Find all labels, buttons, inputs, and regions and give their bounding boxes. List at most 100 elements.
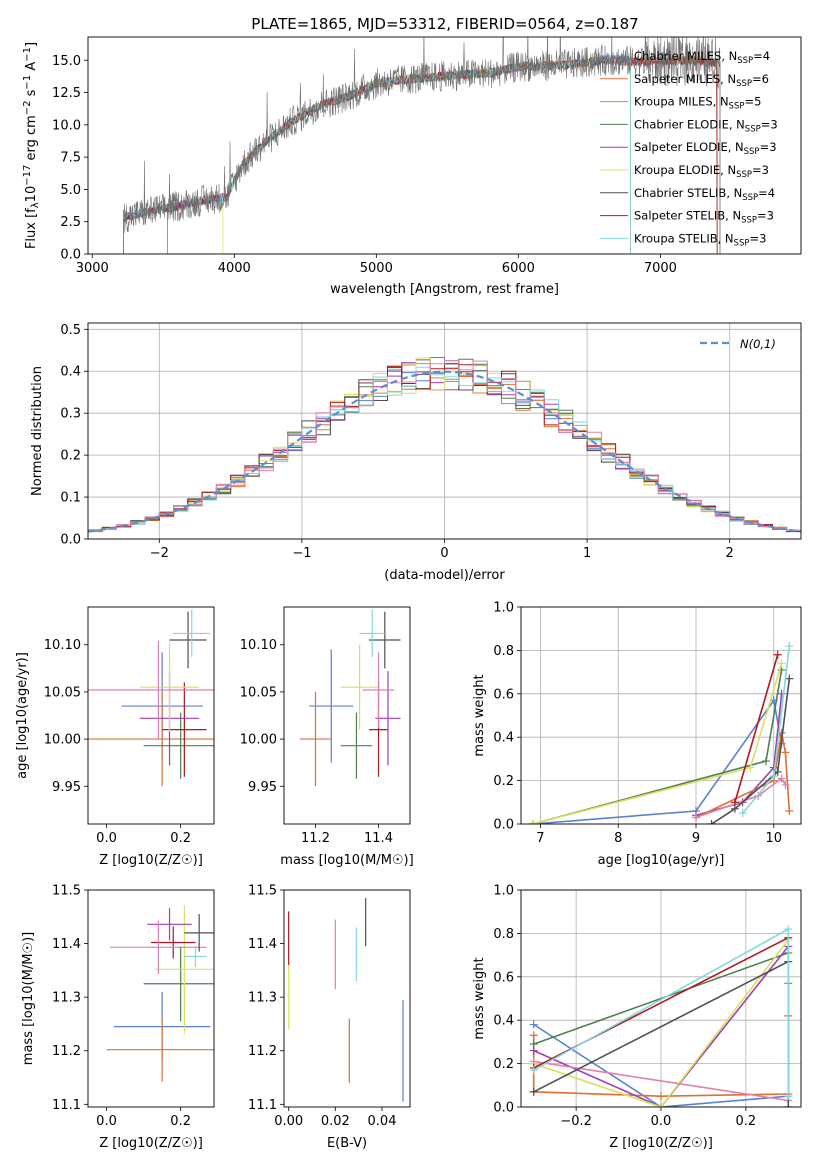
x-tick-label: 0.2 [736, 1114, 757, 1129]
axes-frame [87, 36, 802, 255]
y-tick-label: 10.10 [44, 638, 81, 653]
legend-count: =4 [753, 49, 770, 63]
y-axis-label-part: −1 [22, 47, 33, 62]
x-tick-label: 6000 [502, 261, 535, 276]
x-tick-label: 10 [766, 831, 783, 846]
observed-spectrum-line [123, 37, 721, 254]
x-tick-label: 11.2 [301, 831, 330, 846]
mass-weight-marker [529, 1066, 538, 1075]
y-tick-label: 10.05 [44, 685, 81, 700]
legend-subscript: SSP [742, 193, 758, 203]
residual-histogram [88, 360, 801, 531]
x-tick-label: −1 [292, 546, 311, 561]
y-tick-label: 0.5 [60, 323, 81, 338]
x-tick-label: 0.2 [170, 1114, 191, 1129]
x-tick-label: −2 [150, 546, 169, 561]
y-tick-label: 11.1 [248, 1098, 277, 1113]
mass-weight-marker [784, 1092, 793, 1101]
x-tick-label: 8 [614, 831, 622, 846]
legend-subscript: SSP [737, 56, 753, 66]
legend-subscript: SSP [729, 102, 745, 112]
x-axis-label: wavelength [Angstrom, rest frame] [330, 282, 559, 297]
figure-title: PLATE=1865, MJD=53312, FIBERID=0564, z=0… [251, 15, 638, 33]
legend-entry: Chabrier ELODIE, NSSP=3 [634, 117, 778, 134]
y-tick-label: 11.4 [248, 937, 277, 952]
x-axis-label: age [log10(age/yr)] [598, 853, 725, 868]
legend-entry: Salpeter ELODIE, NSSP=3 [634, 140, 777, 157]
mass-weight-marker [746, 763, 755, 772]
y-tick-label: 11.3 [248, 991, 277, 1006]
y-tick-label: 0.4 [493, 731, 514, 746]
x-tick-label: 2 [726, 546, 734, 561]
mass-weight-marker [784, 1103, 793, 1107]
axes-age_vs_mass: 11.2 11.4 9.95 10.00 10.05 10.10 mass [log10(M… [240, 606, 414, 868]
x-tick-label: 9 [692, 831, 700, 846]
x-tick-label: 1 [583, 546, 591, 561]
y-tick-label: 0.0 [493, 1101, 514, 1116]
y-tick-label: 10.10 [240, 638, 277, 653]
y-tick-label: 0.1 [60, 491, 81, 506]
mass-weight-marker [781, 780, 790, 789]
y-tick-label: 0.4 [60, 365, 81, 380]
y-tick-label: 0.6 [493, 687, 514, 702]
mass-weight-marker [529, 1031, 538, 1040]
mass-weight-marker [730, 798, 739, 807]
axes-frame [87, 889, 215, 1108]
y-axis-label: mass weight [472, 957, 487, 1039]
mass-weight-marker [785, 806, 794, 815]
x-tick-label: 3000 [76, 261, 109, 276]
mass-weight-marker [707, 820, 716, 824]
mass-weight-marker [773, 650, 782, 659]
y-tick-label: 1.0 [493, 884, 514, 899]
mass-weight-line [711, 678, 791, 824]
plot-area-residuals [88, 357, 801, 533]
y-tick-label: 0.2 [493, 774, 514, 789]
mass-weight-marker [529, 1046, 538, 1055]
mass-weight-line [533, 939, 789, 1107]
legend-subscript: SSP [736, 170, 752, 180]
axes-frame [87, 606, 215, 825]
y-tick-label: 0.0 [60, 533, 81, 548]
legend-label: Kroupa STELIB, N [634, 231, 734, 245]
y-tick-label: 0.2 [60, 449, 81, 464]
y-tick-label: 11.1 [52, 1098, 81, 1113]
mass-weight-marker [785, 674, 794, 683]
y-tick-label: 15.0 [52, 54, 81, 69]
legend-count: =3 [761, 117, 778, 131]
mass-weight-marker [692, 813, 700, 822]
y-tick-label: 0.8 [493, 927, 514, 942]
mass-weight-marker [657, 1092, 665, 1101]
y-axis-label: Flux [fλ10−17 erg cm−2 s−1 A−1] [22, 42, 41, 249]
legend-subscript: SSP [736, 79, 752, 89]
legend-entry: Salpeter MILES, NSSP=6 [634, 72, 769, 89]
mass-weight-marker [529, 1020, 538, 1029]
mass-weight-marker [781, 748, 790, 757]
legend-entry: Kroupa MILES, NSSP=5 [634, 95, 761, 112]
axes-spectrum: 3000 4000 5000 6000 7000 0.0 2.5 5.0 7.5 10.0 12.5… [22, 36, 802, 297]
y-axis-label-part: ] [24, 42, 39, 47]
legend-entry: N(0,1) [740, 337, 776, 351]
mass-weight-line [533, 952, 789, 1045]
residual-histogram [88, 364, 801, 532]
y-tick-label: 11.3 [52, 991, 81, 1006]
axes-frame [87, 322, 802, 540]
y-tick-label: 9.95 [248, 780, 277, 795]
y-axis-label-part: λ [30, 202, 41, 208]
legend-label: Salpeter STELIB, N [634, 209, 741, 223]
legend-label: Chabrier ELODIE, N [634, 117, 745, 131]
axes-frame [520, 606, 802, 825]
x-tick-label: 7000 [644, 261, 677, 276]
y-tick-label: 0.0 [493, 818, 514, 833]
x-axis-label: Z [log10(Z/Z☉)] [609, 1136, 713, 1151]
legend-entry: Chabrier MILES, NSSP=4 [634, 49, 770, 66]
y-axis-label: mass weight [472, 674, 487, 756]
x-tick-label: 0.0 [651, 1114, 672, 1129]
legend-subscript: SSP [734, 238, 750, 248]
axes-frame [283, 889, 411, 1108]
axes-mass_vs_Z: 0.0 0.2 11.1 11.2 11.3 11.4 11.5 Z [log10(Z/Z☉)… [21, 884, 215, 1151]
y-tick-label: 0.0 [60, 248, 81, 263]
legend-label: Kroupa ELODIE, N [634, 163, 736, 177]
plot-area-massweight_vs_Z [529, 925, 793, 1107]
residual-histogram [88, 366, 801, 531]
